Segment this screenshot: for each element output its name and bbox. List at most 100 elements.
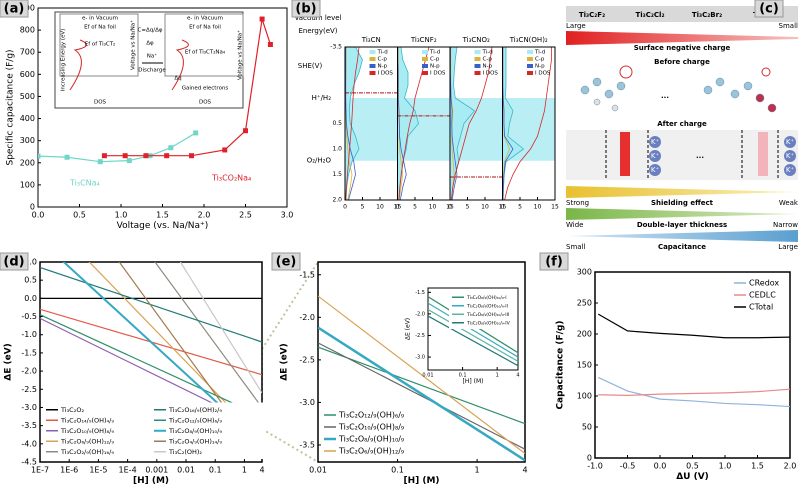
legend-swatch xyxy=(422,71,428,75)
dos-sketch xyxy=(171,39,189,91)
y-axis-label: Capacitance (F/g) xyxy=(556,320,566,409)
legend-swatch xyxy=(369,64,376,68)
marker xyxy=(101,153,107,159)
x-tick-label: 0.01 xyxy=(177,466,195,475)
series-line xyxy=(88,262,262,441)
y-tick-label: 0 xyxy=(587,454,592,463)
vacuum-box xyxy=(59,13,139,77)
x-tick-label: 0.5 xyxy=(73,211,86,220)
series-line xyxy=(318,295,525,454)
level-label: H⁺/H₂ xyxy=(312,94,332,102)
x-tick-label: 0.1 xyxy=(459,373,467,379)
legend-label: I DOS xyxy=(378,71,394,77)
dos-line xyxy=(345,47,356,200)
panel-frame xyxy=(502,46,556,201)
molecule xyxy=(580,77,777,113)
legend-swatch xyxy=(422,64,428,68)
legend-swatch xyxy=(527,57,533,61)
x-tick-label: 10 xyxy=(429,204,437,211)
x-tick-label: -0.5 xyxy=(620,462,636,471)
y-tick-label: 0.5 xyxy=(24,276,37,285)
panel-label-box xyxy=(0,0,29,18)
inset-text: Δφ xyxy=(146,41,154,47)
x-tick-label: 0 xyxy=(448,204,452,211)
panel-label: (e) xyxy=(276,255,297,270)
diagram-c: Ti₃C₂F₂ Ti₃C₂Cl₂ Ti₃C₂Br₂ Ti₃C₂I₂ Large … xyxy=(566,0,799,251)
compound: Ti₃C₂Br₂ xyxy=(692,11,722,19)
y-tick-label: 600 xyxy=(20,70,35,79)
x-tick-label: 15 xyxy=(446,204,454,211)
bar-left: Small xyxy=(566,243,585,251)
top-label: Vacuum level xyxy=(295,14,342,22)
x-tick-label: 0.001 xyxy=(145,466,168,475)
y-tick-label: 300 xyxy=(577,268,592,277)
y-tick-label: 300 xyxy=(20,136,35,145)
x-tick-label: 15 xyxy=(499,204,507,211)
bar-right: Narrow xyxy=(773,221,798,229)
y-tick-label: 200 xyxy=(577,330,592,339)
legend-label: C-p xyxy=(535,57,545,63)
marker xyxy=(259,16,265,22)
legend-label: C-p xyxy=(430,57,440,63)
series-line xyxy=(40,314,262,418)
y-tick-label: 150 xyxy=(577,361,592,370)
marker xyxy=(122,153,128,159)
compound: Ti₃C₂Cl₂ xyxy=(635,11,664,19)
legend-label: I DOS xyxy=(483,71,499,77)
ellipsis: ... xyxy=(696,152,704,160)
marker xyxy=(38,153,41,159)
y-tick-label: -1.5 xyxy=(21,348,37,357)
ion-label: K⁺ xyxy=(786,152,795,160)
legend-label: C-p xyxy=(483,57,493,63)
inset-text: e- in Vacuum xyxy=(82,16,118,22)
x-tick-label: 1E-6 xyxy=(60,466,78,475)
gradient-bar xyxy=(566,186,798,198)
ion-label: K⁺ xyxy=(786,138,795,146)
x-tick-label: 2.5 xyxy=(239,211,252,220)
legend-swatch xyxy=(474,71,481,75)
x-tick-label: 0 xyxy=(501,204,505,211)
dos-line xyxy=(345,47,360,200)
series-line xyxy=(154,262,262,408)
y-tick-label: -1.0 xyxy=(21,330,37,339)
y-axis-label: ΔE (eV) xyxy=(405,318,412,340)
panel-label: (f) xyxy=(545,255,563,270)
y-tick-label: -2.0 xyxy=(299,313,315,322)
y-tick-label: -3.0 xyxy=(299,398,315,407)
x-tick-label: 2.0 xyxy=(784,462,797,471)
legend-label: Ti₃C₂O₈/₉(OH)₁₀/₉-II xyxy=(466,303,508,309)
x-tick-label: 1.0 xyxy=(115,211,128,220)
legend-label: Ti-d xyxy=(429,50,440,56)
legend-label: Ti₃C₂O₁₄/₉(OH)₄/₉ xyxy=(60,416,114,424)
y-tick-label: 400 xyxy=(20,114,35,123)
series-layer xyxy=(318,295,525,462)
y-tick-label: 0 xyxy=(30,203,35,212)
legend-label: Ti-d xyxy=(534,50,545,56)
x-tick-label: 5 xyxy=(413,204,417,211)
state-label: Before charge xyxy=(654,58,710,66)
y-tick-label: 500 xyxy=(20,92,35,101)
inset-text: Discharge xyxy=(138,68,166,74)
dos-line xyxy=(504,47,552,200)
y-tick-label: -2.5 xyxy=(299,355,315,364)
bar-title: Double-layer thickness xyxy=(637,221,727,229)
legend-label: I DOS xyxy=(430,71,446,77)
legend-swatch xyxy=(369,57,376,61)
x-axis-label: [H] (M) xyxy=(133,476,169,486)
panel-label: (a) xyxy=(4,2,25,17)
y-tick-label: -3.5 xyxy=(21,421,37,430)
x-tick-label: 10 xyxy=(534,204,542,211)
x-tick-label: 0.01 xyxy=(309,466,327,475)
panel-title: Ti₃CN xyxy=(361,36,381,44)
y-tick-label: 0.0 xyxy=(24,294,37,303)
y-tick-label: 1.5 xyxy=(332,171,342,178)
bar-right: Weak xyxy=(779,199,799,207)
header-band xyxy=(566,6,798,22)
panel-label: (d) xyxy=(3,255,24,270)
x-tick-label: 1E-7 xyxy=(31,466,49,475)
level-label: O₂/H₂O xyxy=(307,157,332,165)
ion-label: K⁺ xyxy=(651,138,660,146)
series-label: Ti₃CO₂Na₄ xyxy=(211,174,251,183)
marker xyxy=(193,130,199,136)
bar-right: Large xyxy=(778,243,798,251)
